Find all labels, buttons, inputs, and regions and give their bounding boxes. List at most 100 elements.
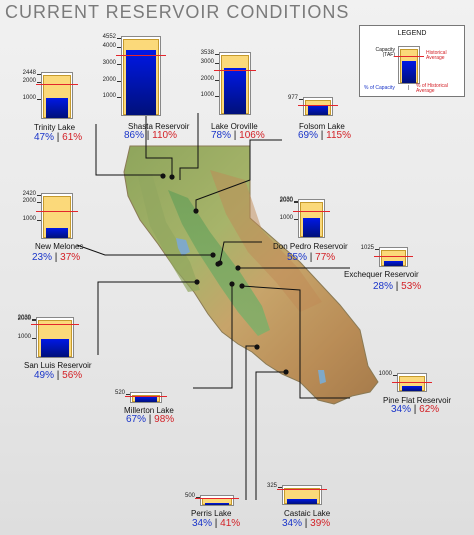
current-storage-bar — [46, 228, 68, 238]
axis-tick — [215, 62, 219, 64]
axis-tick — [278, 487, 282, 488]
reservoir-name: New Melones — [35, 242, 84, 251]
reservoir-name: Millerton Lake — [124, 406, 174, 415]
reservoir-gauge — [31, 317, 79, 358]
reservoir-gauge — [36, 193, 78, 239]
axis-tick-label: 1025 — [360, 245, 374, 251]
salton-sea — [318, 370, 326, 384]
percent-of-capacity: 78% — [211, 130, 232, 141]
percent-of-capacity: 23% — [32, 252, 53, 263]
axis-tick — [117, 38, 121, 39]
axis-tick-label: 1000 — [279, 214, 293, 221]
axis-tick — [37, 99, 41, 101]
legend-capacity-label: Capacity (TAF) — [375, 47, 395, 58]
percent-of-historical-average: 98% — [154, 414, 175, 425]
historical-average-line — [36, 84, 78, 85]
reservoir-name: Shasta Reservoir — [128, 122, 190, 131]
reservoir-gauge — [392, 373, 432, 392]
axis-tick — [393, 375, 397, 376]
percent-of-capacity: 69% — [298, 130, 319, 141]
axis-tick-label: 2000 — [22, 198, 36, 205]
axis-tick-label: 2030 — [279, 197, 293, 203]
legend-title: LEGEND — [397, 30, 427, 37]
reservoir-percentages: 47% | 61% — [34, 132, 83, 143]
percent-of-capacity: 34% — [391, 404, 412, 415]
reservoir-gauge — [195, 495, 239, 506]
current-storage-bar — [46, 98, 68, 118]
reservoir-gauge — [298, 97, 338, 116]
current-storage-bar — [205, 503, 229, 505]
reservoir-name: Don Pedro Reservoir — [273, 242, 348, 251]
historical-average-line — [195, 498, 239, 499]
historical-average-line — [392, 382, 432, 383]
reservoir-percentages: 28% | 53% — [373, 281, 422, 292]
axis-tick — [117, 97, 121, 99]
current-storage-bar — [135, 397, 157, 402]
axis-tick — [215, 96, 219, 98]
axis-tick-label: 2000 — [22, 77, 36, 84]
axis-tick — [32, 319, 36, 320]
axis-tick-label: 977 — [287, 95, 298, 101]
sierra-nevada — [210, 170, 322, 312]
axis-tick — [299, 99, 303, 100]
historical-average-line — [116, 55, 166, 56]
current-storage-bar — [224, 68, 246, 114]
axis-tick — [37, 74, 41, 75]
percent-of-historical-average: 56% — [62, 370, 83, 381]
axis-tick-label: 500 — [184, 493, 195, 499]
reservoir-percentages: 34% | 39% — [282, 518, 331, 529]
legend-historical-label: Historical Average — [426, 50, 447, 61]
percent-of-historical-average: 62% — [419, 404, 440, 415]
axis-tick-label: 4552 — [102, 34, 116, 40]
reservoir-gauge — [36, 72, 78, 119]
axis-tick-label: 1000 — [22, 95, 36, 102]
historical-average-line — [31, 324, 79, 325]
percent-of-capacity: 47% — [34, 132, 55, 143]
reservoir-gauge — [116, 36, 166, 116]
legend-gauge — [394, 46, 424, 84]
reservoir-name: San Luis Reservoir — [24, 361, 92, 370]
percent-of-historical-average: 77% — [315, 252, 336, 263]
percent-of-capacity: 86% — [124, 130, 145, 141]
current-storage-bar — [287, 499, 317, 504]
axis-tick-label: 2000 — [17, 315, 31, 322]
axis-tick — [117, 47, 121, 49]
axis-tick-label: 2039 — [17, 315, 31, 321]
axis-tick — [196, 497, 200, 498]
percent-of-capacity: 34% — [192, 518, 213, 529]
historical-average-line — [277, 489, 327, 490]
percent-of-historical-average: 115% — [326, 130, 352, 141]
percent-of-historical-average: 41% — [220, 518, 241, 529]
axis-tick-label: 1000 — [17, 333, 31, 340]
percent-of-capacity: 28% — [373, 281, 394, 292]
axis-tick — [37, 202, 41, 204]
reservoir-name: Castaic Lake — [284, 509, 331, 518]
percent-of-capacity: 55% — [287, 252, 308, 263]
current-storage-bar — [303, 218, 320, 237]
axis-tick-label: 325 — [266, 483, 277, 489]
percent-of-historical-average: 39% — [310, 518, 331, 529]
reservoir-name: Perris Lake — [191, 509, 232, 518]
axis-tick — [117, 80, 121, 82]
axis-tick-label: 2000 — [200, 75, 214, 82]
axis-tick — [294, 201, 298, 203]
reservoir-name: Folsom Lake — [299, 122, 345, 131]
percent-of-capacity: 67% — [126, 414, 147, 425]
historical-average-line — [374, 256, 413, 257]
axis-tick-label: 3000 — [102, 59, 116, 66]
axis-tick — [37, 81, 41, 83]
reservoir-name: Trinity Lake — [34, 123, 76, 132]
axis-tick-label: 3000 — [200, 58, 214, 65]
current-storage-bar — [384, 261, 403, 266]
legend-pct-capacity-label: % of Capacity — [364, 85, 395, 91]
historical-average-line — [293, 211, 330, 212]
axis-tick-label: 4000 — [102, 43, 116, 50]
axis-tick — [294, 201, 298, 202]
reservoir-gauge — [214, 52, 256, 115]
historical-average-line — [214, 70, 256, 71]
reservoir-percentages: 86% | 110% — [124, 130, 178, 141]
reservoir-name: Lake Oroville — [211, 122, 258, 131]
reservoir-percentages: 34% | 41% — [192, 518, 241, 529]
axis-tick-label: 2420 — [22, 191, 36, 197]
